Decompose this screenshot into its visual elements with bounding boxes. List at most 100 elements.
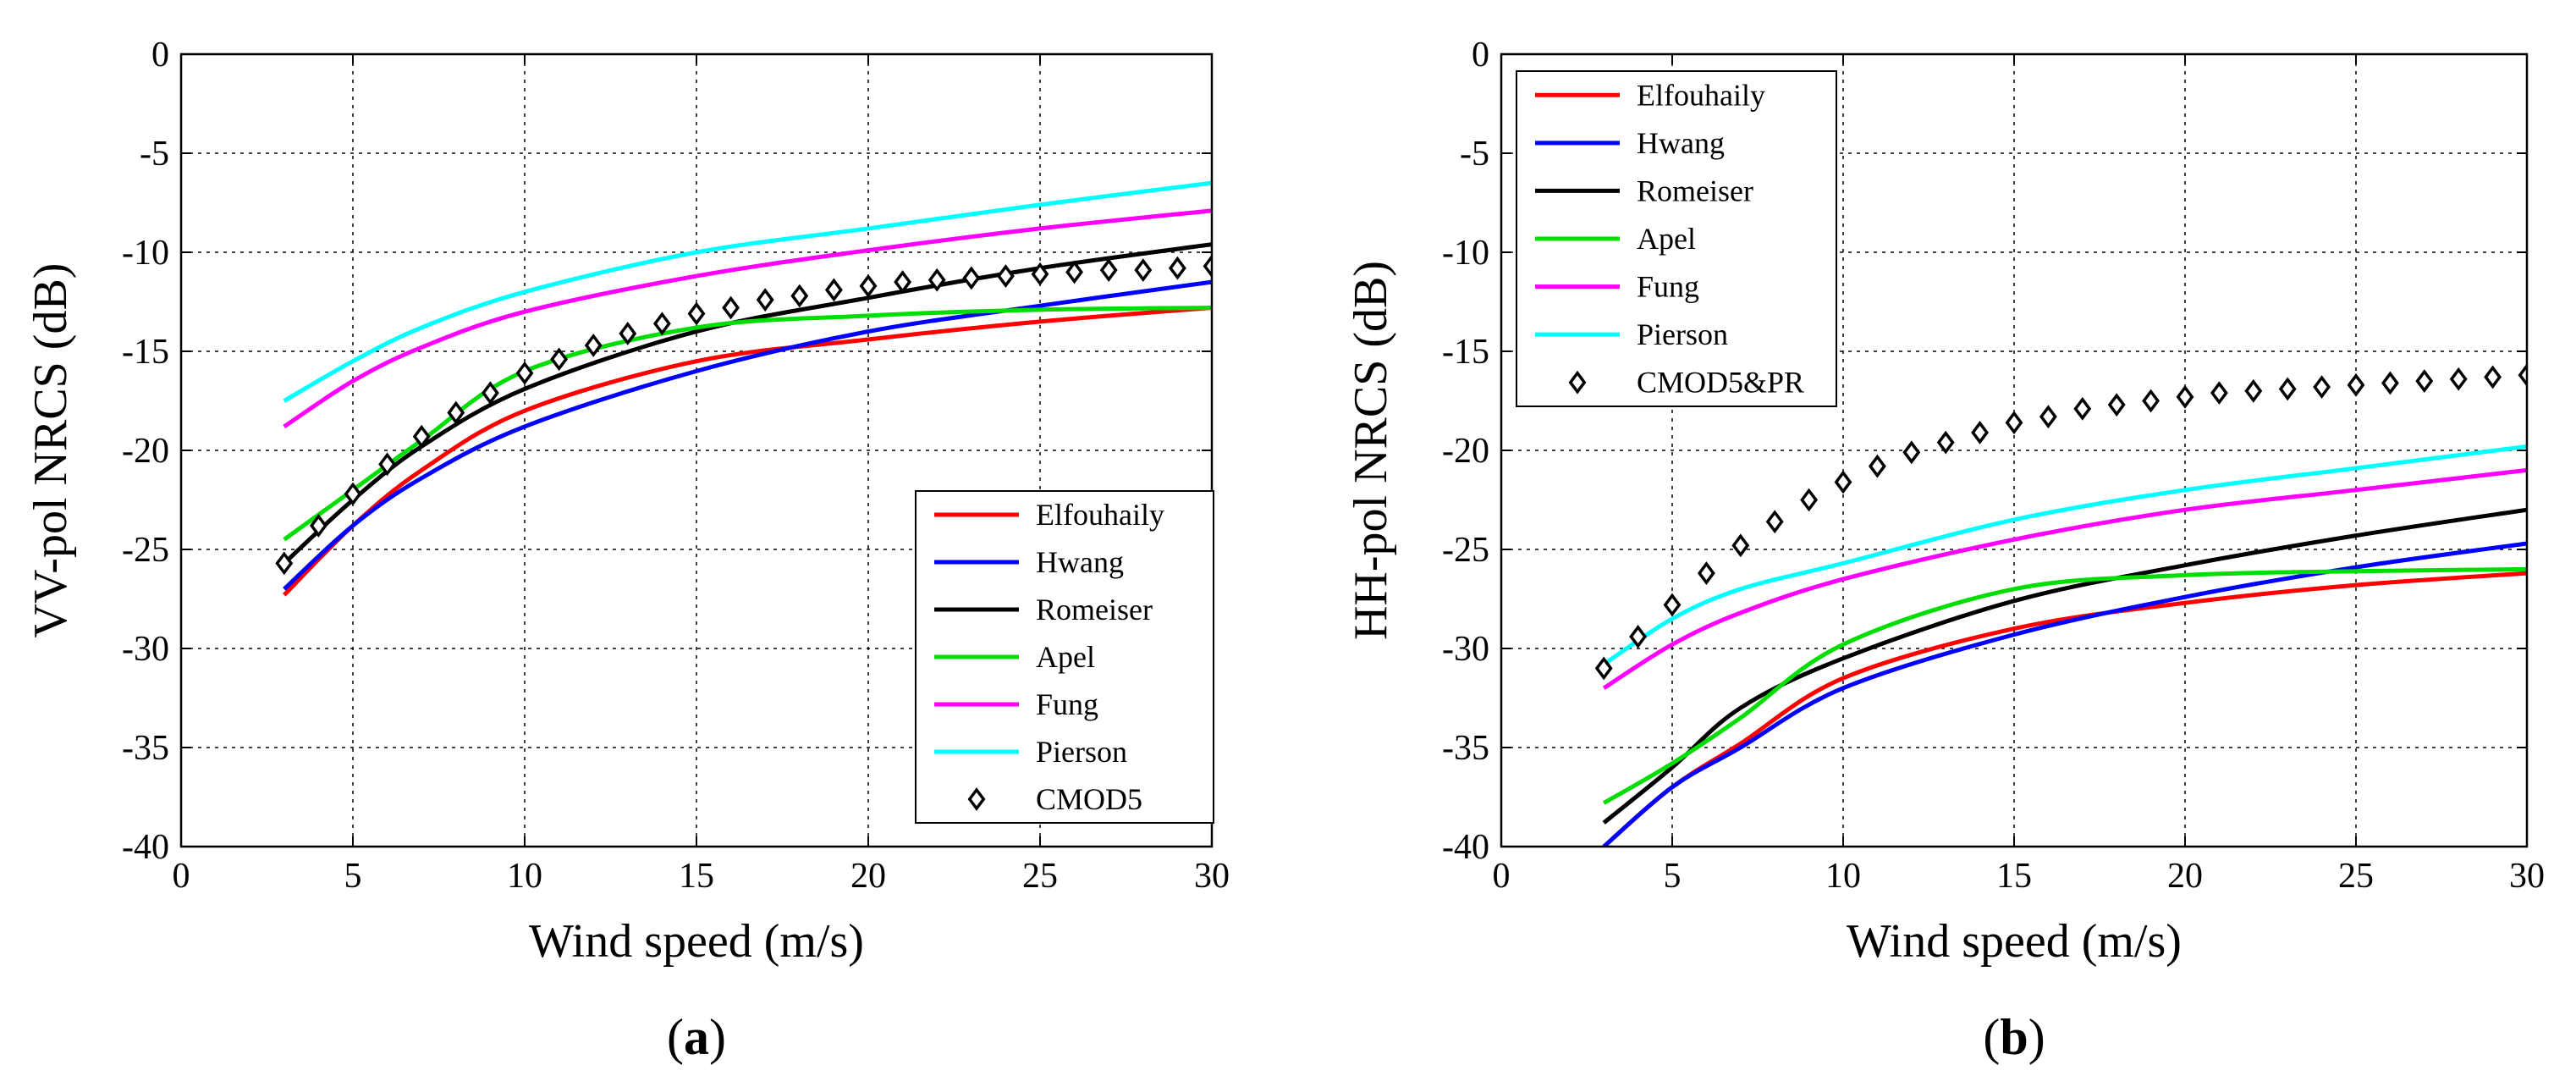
y-tick-label: -25: [122, 531, 169, 570]
plot-frame: [1500, 52, 2529, 848]
marker-point: [2449, 367, 2468, 391]
x-axis-label: Wind speed (m/s): [1847, 915, 2182, 968]
marker-point: [687, 301, 706, 326]
series-line-romeiser: [1602, 507, 2527, 825]
y-tick-label: -30: [1442, 630, 1489, 669]
marker-point: [412, 424, 431, 449]
legend-label: Romeiser: [1036, 593, 1153, 626]
y-tick-label: -40: [122, 828, 169, 867]
marker-point: [515, 361, 534, 385]
x-tick-label: 5: [344, 857, 362, 896]
y-axis-label: HH-pol NRCS (dB): [1345, 261, 1397, 640]
legend-label: Pierson: [1036, 735, 1127, 769]
marker-point: [1731, 533, 1750, 558]
marker-point: [1936, 430, 1955, 455]
legend-label: Elfouhaily: [1036, 498, 1164, 532]
marker-point: [378, 452, 397, 477]
marker-point: [1031, 262, 1049, 286]
x-tick-label: 0: [1493, 857, 1511, 896]
marker-point: [996, 264, 1015, 288]
panel-label-close: ): [709, 1009, 726, 1065]
marker-point: [2484, 365, 2502, 389]
marker-point: [1663, 593, 1682, 617]
marker-point: [1594, 656, 1613, 681]
legend-marker-swatch: [1568, 370, 1587, 395]
x-tick-label: 5: [1664, 857, 1682, 896]
series-line-hwang: [1602, 541, 2527, 847]
series-group: [1594, 363, 2527, 847]
marker-point: [652, 312, 671, 336]
y-tick-label: -35: [122, 729, 169, 768]
marker-point: [1971, 421, 1990, 444]
marker-point: [2176, 384, 2194, 409]
marker-point: [447, 400, 465, 425]
y-tick-label: -10: [122, 234, 169, 273]
legend-label: Hwang: [1637, 126, 1725, 160]
marker-point: [824, 278, 843, 302]
legend-marker-swatch: [967, 787, 986, 811]
x-tick-label: 15: [679, 857, 714, 896]
marker-point: [790, 284, 809, 308]
y-tick-label: -15: [1442, 333, 1489, 372]
legend-label: Elfouhaily: [1637, 78, 1765, 112]
legend-label: Hwang: [1036, 545, 1124, 579]
marker-point: [2005, 411, 2023, 435]
y-tick-label: -25: [1442, 531, 1489, 570]
x-tick-label: 15: [1996, 857, 2032, 896]
marker-point: [584, 334, 603, 357]
marker-point: [2107, 393, 2126, 417]
series-line-hwang: [283, 279, 1212, 591]
y-tick-label: 0: [1472, 36, 1489, 74]
y-tick-label: -20: [1442, 432, 1489, 471]
marker-point: [2278, 377, 2297, 401]
y-tick-label: -30: [122, 630, 169, 669]
marker-point: [722, 295, 740, 320]
y-tick-label: -5: [140, 135, 169, 174]
series-line-apel: [283, 306, 1212, 542]
marker-point: [1697, 561, 1715, 585]
marker-point: [309, 514, 328, 538]
panel-label-open: (: [1983, 1009, 2000, 1065]
panel-label-letter: b: [2000, 1009, 2028, 1065]
y-tick-label: 0: [151, 36, 169, 74]
panel-label-close: ): [2028, 1009, 2045, 1065]
legend-label: Pierson: [1637, 317, 1728, 351]
marker-point: [1868, 454, 1886, 478]
legend-label: Apel: [1637, 222, 1696, 256]
marker-point: [1203, 254, 1212, 279]
y-tick-label: -5: [1460, 135, 1489, 174]
chart-panel-b: 0 5 10 15 20 25 30 -40 -35 -30 -25 -20 -15 -10 -5 0 Wind…: [1345, 36, 2545, 1065]
marker-point: [550, 347, 569, 372]
marker-point: [2313, 375, 2331, 400]
series-group: [275, 180, 1212, 597]
marker-point: [2518, 363, 2527, 387]
marker-point: [1099, 258, 1118, 282]
x-axis-label: Wind speed (m/s): [529, 915, 864, 968]
marker-point: [344, 482, 362, 506]
marker-point: [756, 288, 774, 312]
marker-point: [1629, 625, 1648, 648]
y-tick-label: -40: [1442, 828, 1489, 867]
marker-point: [2347, 372, 2365, 397]
legend-label: Apel: [1036, 640, 1095, 674]
marker-point: [619, 322, 637, 345]
y-tick-label: -15: [122, 333, 169, 372]
legend-label: Romeiser: [1637, 174, 1753, 207]
marker-point: [1800, 488, 1819, 512]
x-tick-label: 20: [850, 857, 886, 896]
marker-point: [2415, 369, 2434, 394]
series-line-apel: [1602, 566, 2527, 805]
series-line-fung: [283, 208, 1212, 429]
marker-point: [894, 270, 912, 295]
series-line-pierson: [1602, 444, 2527, 666]
marker-point: [2210, 381, 2228, 406]
marker-point: [1834, 470, 1852, 494]
x-tick-label: 30: [2509, 857, 2545, 896]
marker-point: [481, 381, 499, 406]
x-tick-label: 20: [2167, 857, 2203, 896]
chart-panel-a: 0 5 10 15 20 25 30 -40 -35 -30 -25 -20 -15 -10 -5 0 Wind…: [25, 36, 1230, 1065]
x-tick-label: 10: [507, 857, 542, 896]
marker-point: [2142, 389, 2160, 413]
marker-point: [1134, 258, 1153, 282]
